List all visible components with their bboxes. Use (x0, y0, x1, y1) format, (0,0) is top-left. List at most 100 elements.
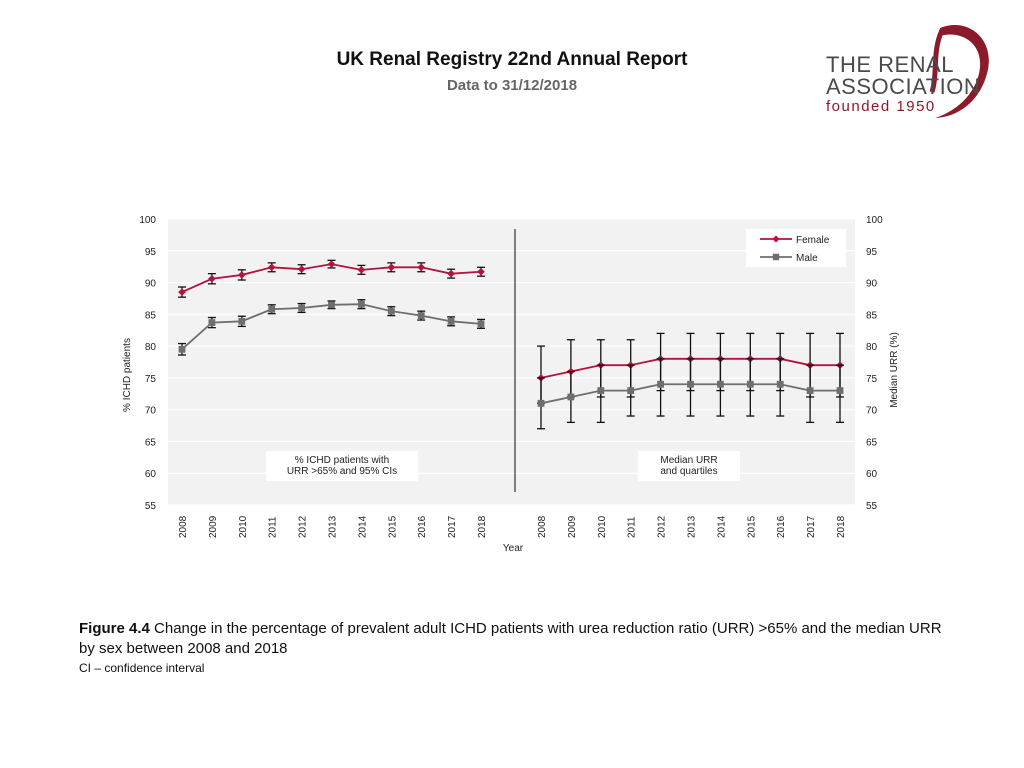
x-tick-label: 2014 (357, 515, 368, 538)
data-point-female (208, 274, 216, 283)
x-tick-label: 2009 (567, 515, 578, 538)
data-point-male (537, 399, 545, 407)
x-tick-label: 2008 (537, 515, 548, 538)
report-subtitle: Data to 31/12/2018 (446, 77, 578, 94)
urr-chart: 55 55 60 60 65 65 70 70 75 75 80 80 85 85 90 90 95 95 100 1… (122, 215, 900, 554)
data-point-male (597, 387, 605, 394)
data-point-female (267, 263, 276, 272)
data-point-male (836, 387, 844, 394)
panel-annotation-box (266, 451, 418, 481)
data-point-female (327, 260, 336, 268)
logo-swoosh-icon (929, 25, 989, 119)
x-tick-label: 2018 (836, 515, 847, 538)
figure-label: Figure 4.4 (79, 620, 150, 637)
legend-marker-female (772, 235, 780, 243)
x-tick-label: 2010 (238, 515, 249, 538)
figure-caption: Figure 4.4 Change in the percentage of p… (79, 619, 949, 659)
data-point-male (417, 312, 425, 320)
data-point-male (776, 380, 784, 388)
data-point-male (806, 387, 814, 394)
data-point-male (387, 307, 395, 315)
data-point-male (746, 380, 754, 388)
data-point-male (358, 300, 365, 308)
logo-line-1: THE RENAL (826, 52, 954, 77)
data-point-male (687, 380, 694, 388)
data-point-female (297, 265, 306, 274)
data-point-female (178, 288, 186, 296)
data-point-male (717, 380, 724, 388)
y-tick-label-left: 100 (139, 215, 156, 226)
legend-box (746, 229, 846, 267)
x-tick-label: 2016 (417, 515, 428, 538)
data-point-male (268, 305, 276, 313)
data-point-male (298, 304, 305, 312)
x-tick-label: 2008 (178, 515, 189, 538)
y-tick-label-right: 95 (866, 247, 878, 258)
legend-label-female: Female (796, 235, 830, 246)
x-tick-label: 2012 (298, 515, 309, 538)
y-tick-label-right: 75 (866, 374, 878, 385)
x-axis-title: Year (503, 543, 524, 554)
x-tick-label: 2010 (597, 515, 608, 538)
y-tick-label-left: 95 (145, 247, 157, 258)
renal-association-logo: THE RENAL ASSOCIATION founded 1950 (820, 22, 995, 122)
panel-annotation-text: URR >65% and 95% CIs (287, 466, 397, 477)
y-tick-label-left: 85 (145, 310, 157, 321)
y-tick-label-right: 90 (866, 279, 878, 290)
figure-footnote: CI – confidence interval (79, 661, 205, 675)
figure-caption-text: Change in the percentage of prevalent ad… (79, 620, 942, 657)
x-tick-label: 2018 (477, 515, 488, 538)
data-point-male (238, 317, 246, 325)
data-point-male (627, 387, 635, 394)
x-tick-label: 2013 (687, 515, 698, 538)
data-point-male (208, 319, 216, 326)
legend-label-male: Male (796, 253, 818, 264)
data-point-female (238, 271, 246, 279)
x-tick-label: 2013 (328, 515, 339, 538)
panel-annotation-box (638, 451, 740, 481)
x-tick-label: 2014 (716, 515, 727, 538)
y-tick-label-left: 80 (145, 342, 157, 353)
x-tick-label: 2012 (657, 515, 668, 538)
y-tick-label-left: 75 (145, 374, 157, 385)
data-point-male (447, 317, 455, 325)
data-point-male (328, 301, 335, 309)
y-tick-label-left: 90 (145, 279, 157, 290)
x-tick-label: 2017 (806, 515, 817, 538)
panel-annotation-text: % ICHD patients with (295, 455, 389, 466)
y-tick-label-right: 80 (866, 342, 878, 353)
x-tick-label: 2009 (208, 515, 219, 538)
y-tick-label-right: 65 (866, 437, 878, 448)
data-point-male (567, 393, 575, 401)
y-tick-label-left: 70 (145, 406, 157, 417)
y-tick-label-right: 85 (866, 310, 878, 321)
data-point-male (477, 320, 485, 328)
y-axis-title-right: Median URR (%) (889, 332, 900, 408)
report-title: UK Renal Registry 22nd Annual Report (336, 49, 688, 70)
data-point-female (357, 266, 366, 274)
panel-annotation-text: and quartiles (660, 466, 717, 477)
data-point-female (447, 269, 455, 278)
x-tick-label: 2011 (627, 516, 638, 538)
data-point-female (477, 267, 485, 276)
x-tick-label: 2015 (387, 515, 398, 538)
data-point-female (417, 263, 425, 272)
y-tick-label-left: 65 (145, 437, 157, 448)
y-tick-label-left: 60 (145, 469, 157, 480)
y-tick-label-right: 100 (866, 215, 883, 226)
data-point-male (178, 345, 186, 353)
x-tick-label: 2017 (447, 515, 458, 538)
x-tick-label: 2011 (268, 516, 279, 538)
logo-line-2: ASSOCIATION (826, 74, 981, 99)
x-tick-label: 2015 (746, 515, 757, 538)
y-tick-label-right: 60 (866, 469, 878, 480)
y-tick-label-right: 70 (866, 406, 878, 417)
y-tick-label-left: 55 (145, 501, 157, 512)
logo-line-3: founded 1950 (826, 98, 936, 115)
data-point-female (387, 263, 396, 272)
panel-annotation-text: Median URR (660, 455, 717, 466)
y-axis-title-left: % ICHD patients (122, 338, 133, 412)
x-tick-label: 2016 (776, 515, 787, 538)
data-point-male (657, 380, 664, 388)
legend-marker-male (772, 253, 780, 261)
